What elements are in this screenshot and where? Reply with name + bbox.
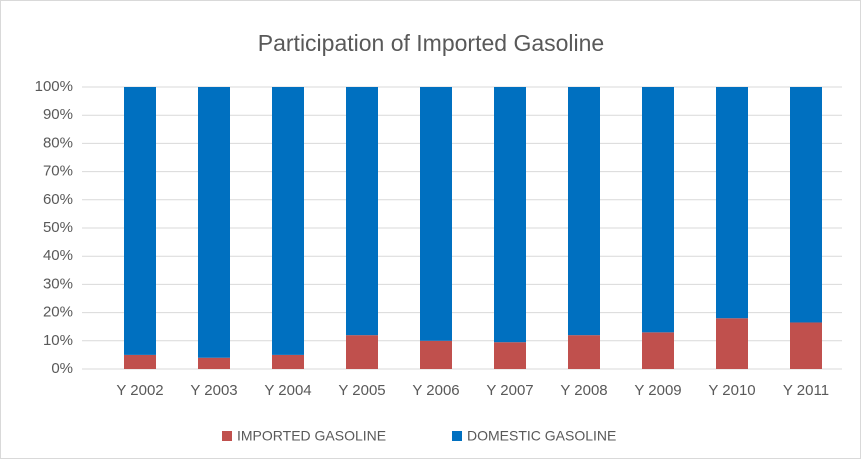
y-tick-label: 50% xyxy=(43,219,73,236)
x-tick-label: Y 2003 xyxy=(190,382,237,399)
y-tick-label: 40% xyxy=(43,247,73,264)
bar-segment xyxy=(198,87,230,358)
x-tick-label: Y 2005 xyxy=(338,382,385,399)
y-tick-label: 10% xyxy=(43,332,73,349)
bar-segment xyxy=(568,87,600,336)
x-tick-label: Y 2010 xyxy=(708,382,755,399)
bar-segment xyxy=(346,87,378,336)
bar-segment xyxy=(494,342,526,369)
bar-segment xyxy=(124,87,156,355)
x-tick-label: Y 2011 xyxy=(783,382,829,399)
bar-segment xyxy=(420,87,452,341)
legend-swatch xyxy=(452,431,462,441)
legend-label: DOMESTIC GASOLINE xyxy=(467,428,616,444)
y-tick-label: 20% xyxy=(43,304,73,321)
y-tick-label: 90% xyxy=(43,106,73,123)
y-tick-label: 30% xyxy=(43,275,73,292)
y-tick-label: 70% xyxy=(43,163,73,180)
bar-segment xyxy=(642,332,674,369)
bar-segment xyxy=(790,87,822,323)
y-tick-label: 60% xyxy=(43,191,73,208)
x-tick-label: Y 2008 xyxy=(560,382,607,399)
bar-segment xyxy=(568,335,600,369)
bar-segment xyxy=(716,87,748,319)
x-tick-label: Y 2007 xyxy=(486,382,533,399)
x-tick-label: Y 2004 xyxy=(264,382,311,399)
bar-segment xyxy=(346,335,378,369)
y-tick-label: 80% xyxy=(43,134,73,151)
bar-segment xyxy=(494,87,526,343)
bar-segment xyxy=(124,354,156,369)
x-tick-label: Y 2009 xyxy=(634,382,681,399)
chart-title: Participation of Imported Gasoline xyxy=(258,30,604,56)
bar-segment xyxy=(642,87,674,333)
y-tick-label: 0% xyxy=(51,360,73,377)
bar-segment xyxy=(420,340,452,369)
legend-label: IMPORTED GASOLINE xyxy=(237,428,386,444)
x-tick-label: Y 2002 xyxy=(116,382,163,399)
bar-segment xyxy=(272,354,304,369)
bar-segment xyxy=(716,318,748,369)
bar-segment xyxy=(272,87,304,355)
bar-segment xyxy=(198,357,230,369)
legend-swatch xyxy=(222,431,232,441)
y-tick-label: 100% xyxy=(35,78,73,95)
bar-segment xyxy=(790,322,822,369)
x-tick-label: Y 2006 xyxy=(412,382,459,399)
